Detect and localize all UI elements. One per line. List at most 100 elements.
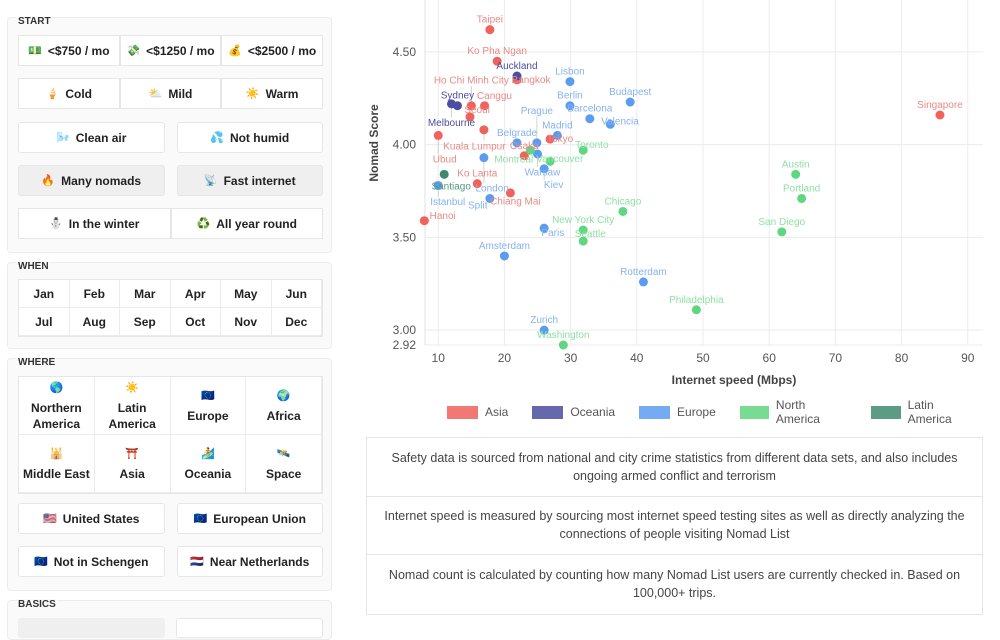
sun-cloud-icon: ⛅ xyxy=(148,88,163,100)
legend-item-asia[interactable]: Asia xyxy=(447,398,508,426)
data-point-washington[interactable] xyxy=(558,340,568,350)
filter-cost-1250[interactable]: 💸 <$1250 / mo xyxy=(119,35,222,66)
legend-item-oceania[interactable]: Oceania xyxy=(532,398,615,426)
region-asia[interactable]: ⛩️ Asia xyxy=(94,435,171,493)
filter-not-humid[interactable]: 💦 Not humid xyxy=(176,122,323,153)
filter-european-union[interactable]: 🇪🇺 European Union xyxy=(176,503,323,534)
data-point-ho-chi-minh-city[interactable] xyxy=(466,101,476,111)
data-point-berlin[interactable] xyxy=(565,101,575,111)
legend-item-europe[interactable]: Europe xyxy=(639,398,716,426)
month-aug[interactable]: Aug xyxy=(69,308,120,336)
region-europe[interactable]: 🇪🇺 Europe xyxy=(170,377,247,435)
data-point-kuala-lumpur[interactable] xyxy=(479,125,489,135)
point-label: Auckland xyxy=(496,61,537,72)
data-point-budapest[interactable] xyxy=(625,97,635,107)
legend-item-latin-america[interactable]: Latin America xyxy=(871,398,976,426)
data-point-split[interactable] xyxy=(485,193,495,203)
region-middle-east[interactable]: 🕌 Middle East xyxy=(19,435,95,493)
data-point-san-diego[interactable] xyxy=(777,227,787,237)
data-point-zurich[interactable] xyxy=(539,325,549,335)
data-point-chiang-mai[interactable] xyxy=(505,188,515,198)
data-point-singapore[interactable] xyxy=(935,110,945,120)
data-point-tokyo[interactable] xyxy=(545,134,555,144)
data-point-canggu[interactable] xyxy=(480,101,490,111)
region-northern-america[interactable]: 🌎 Northern America xyxy=(19,377,95,435)
data-point-portland[interactable] xyxy=(797,193,807,203)
region-space[interactable]: 🛰️ Space xyxy=(246,435,322,493)
data-point-prague[interactable] xyxy=(532,138,542,148)
filter-in-the-winter[interactable]: ⛄ In the winter xyxy=(18,208,171,239)
filter-all-year-round[interactable]: ♻️ All year round xyxy=(170,208,323,239)
data-point-kiev[interactable] xyxy=(539,164,549,174)
filter-cost-750[interactable]: 💵 <$750 / mo xyxy=(18,35,120,66)
data-point-amsterdam[interactable] xyxy=(499,251,509,261)
data-point-barcelona[interactable] xyxy=(585,114,595,124)
section-title: START xyxy=(17,16,52,27)
point-label: Chicago xyxy=(605,196,642,207)
filter-label: United States xyxy=(62,511,140,526)
data-point-ubud[interactable] xyxy=(433,130,443,140)
filter-not-in-schengen[interactable]: 🇪🇺 Not in Schengen xyxy=(18,546,165,577)
region-africa[interactable]: 🌍 Africa xyxy=(246,377,322,435)
month-dec[interactable]: Dec xyxy=(271,308,322,336)
filter-mild[interactable]: ⛅ Mild xyxy=(119,78,222,109)
month-jan[interactable]: Jan xyxy=(19,280,70,308)
data-point-vancouver[interactable] xyxy=(545,156,555,166)
month-may[interactable]: May xyxy=(221,280,272,308)
region-oceania[interactable]: 🏄 Oceania xyxy=(170,435,247,493)
data-point-seattle[interactable] xyxy=(578,236,588,246)
data-point-valencia[interactable] xyxy=(605,119,615,129)
month-sep[interactable]: Sep xyxy=(120,308,171,336)
month-nov[interactable]: Nov xyxy=(221,308,272,336)
data-point-madrid[interactable] xyxy=(552,130,562,140)
data-point-auckland[interactable] xyxy=(512,71,522,81)
data-point-ko-pha-ngan[interactable] xyxy=(492,56,502,66)
data-point-new-york-city[interactable] xyxy=(578,225,588,235)
month-oct[interactable]: Oct xyxy=(170,308,221,336)
filter-near-netherlands[interactable]: 🇳🇱 Near Netherlands xyxy=(176,546,323,577)
data-point-santiago[interactable] xyxy=(439,169,449,179)
x-tick-label: 50 xyxy=(696,351,710,365)
point-label: Washington xyxy=(537,330,589,341)
data-point-lisbon[interactable] xyxy=(565,77,575,87)
filter-label: Warm xyxy=(265,86,299,101)
data-point-sydney[interactable] xyxy=(452,101,462,111)
month-apr[interactable]: Apr xyxy=(170,280,221,308)
basics-button[interactable] xyxy=(18,618,165,638)
snowman-icon: ⛄ xyxy=(49,218,63,230)
data-point-warsaw[interactable] xyxy=(533,149,543,159)
data-point-chicago[interactable] xyxy=(618,206,628,216)
month-feb[interactable]: Feb xyxy=(69,280,120,308)
data-point-rotterdam[interactable] xyxy=(638,277,648,287)
data-point-taipei[interactable] xyxy=(485,25,495,35)
data-point-montreal[interactable] xyxy=(525,145,535,155)
data-point-hanoi[interactable] xyxy=(419,216,429,226)
filter-cost-2500[interactable]: 💰 <$2500 / mo xyxy=(221,35,324,66)
filter-clean-air[interactable]: 🌬️ Clean air xyxy=(18,122,165,153)
filter-united-states[interactable]: 🇺🇸 United States xyxy=(18,503,165,534)
region-latin-america[interactable]: ☀️ Latin America xyxy=(94,377,171,435)
legend-item-north-america[interactable]: North America xyxy=(739,398,848,426)
month-jul[interactable]: Jul xyxy=(19,308,70,336)
filter-fast-internet[interactable]: 📡 Fast internet xyxy=(176,165,323,196)
month-mar[interactable]: Mar xyxy=(120,280,171,308)
data-point-paris[interactable] xyxy=(539,223,549,233)
point-label: Canggu xyxy=(477,91,512,102)
data-point-istanbul[interactable] xyxy=(433,180,443,190)
data-point-london[interactable] xyxy=(479,153,489,163)
filter-many-nomads[interactable]: 🔥 Many nomads xyxy=(18,165,165,196)
data-point-ko-lanta[interactable] xyxy=(472,179,482,189)
month-jun[interactable]: Jun xyxy=(271,280,322,308)
filter-cold[interactable]: 🍦 Cold xyxy=(18,78,120,109)
data-point-philadelphia[interactable] xyxy=(691,305,701,315)
filter-warm[interactable]: ☀️ Warm xyxy=(221,78,324,109)
data-point-seoul[interactable] xyxy=(465,112,475,122)
data-point-austin[interactable] xyxy=(791,169,801,179)
point-label: Zurich xyxy=(530,315,558,326)
legend-label: Latin America xyxy=(907,398,952,426)
point-label: Seattle xyxy=(575,229,607,240)
data-point-toronto[interactable] xyxy=(578,145,588,155)
data-point-belgrade[interactable] xyxy=(512,138,522,148)
basics-button[interactable] xyxy=(176,618,323,638)
data-point-osaka[interactable] xyxy=(519,151,529,161)
